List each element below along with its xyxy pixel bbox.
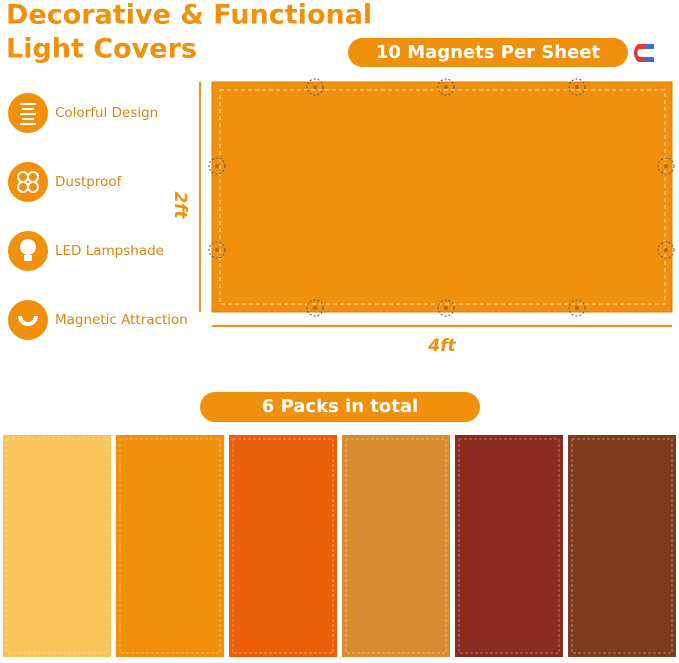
feature-label: LED Lampshade xyxy=(55,243,164,259)
magnet xyxy=(306,78,324,96)
width-label: 4ft xyxy=(427,336,456,356)
magnet xyxy=(657,157,675,175)
swatch xyxy=(455,435,563,657)
magnet-dot xyxy=(313,85,317,89)
magnet xyxy=(437,78,455,96)
stitch xyxy=(219,89,666,305)
swatch-stitch xyxy=(232,438,334,654)
swatch-stitch xyxy=(6,438,108,654)
magnet xyxy=(657,241,675,259)
magnet xyxy=(306,299,324,317)
magnets xyxy=(208,78,675,317)
swatch-stitch xyxy=(571,438,673,654)
feature-label: Dustproof xyxy=(55,174,123,190)
magnet-dot xyxy=(664,248,668,252)
magnet xyxy=(568,78,586,96)
feature-label: Colorful Design xyxy=(55,105,158,121)
magnet-dot xyxy=(313,306,317,310)
swatch xyxy=(342,435,450,657)
magnet-icon xyxy=(633,44,654,62)
magnet-dot xyxy=(575,306,579,310)
badge-text: 10 Magnets Per Sheet xyxy=(376,42,601,63)
magnet-dot xyxy=(444,85,448,89)
swatch xyxy=(568,435,676,657)
title-line: Light Covers xyxy=(6,34,197,65)
swatches xyxy=(3,435,676,657)
swatch-stitch xyxy=(345,438,447,654)
swatch-stitch xyxy=(119,438,221,654)
magnet-dot xyxy=(215,164,219,168)
feature-label: Magnetic Attraction xyxy=(55,312,188,328)
magnet xyxy=(208,241,226,259)
magnet xyxy=(568,299,586,317)
magnet-dot xyxy=(215,248,219,252)
feature-icons xyxy=(8,93,48,340)
magnet-dot xyxy=(664,164,668,168)
magnet xyxy=(437,299,455,317)
packs-badge xyxy=(200,392,480,422)
swatch-stitch xyxy=(458,438,560,654)
swatch xyxy=(116,435,224,657)
height-label: 2ft xyxy=(170,191,190,219)
magnet-dot xyxy=(575,85,579,89)
magnet xyxy=(208,157,226,175)
title-line: Decorative & Functional xyxy=(6,0,372,31)
badge xyxy=(348,38,628,67)
sheet xyxy=(211,81,673,313)
swatch xyxy=(229,435,337,657)
packs-text: 6 Packs in total xyxy=(262,396,418,417)
swatch xyxy=(3,435,111,657)
magnet-dot xyxy=(444,306,448,310)
